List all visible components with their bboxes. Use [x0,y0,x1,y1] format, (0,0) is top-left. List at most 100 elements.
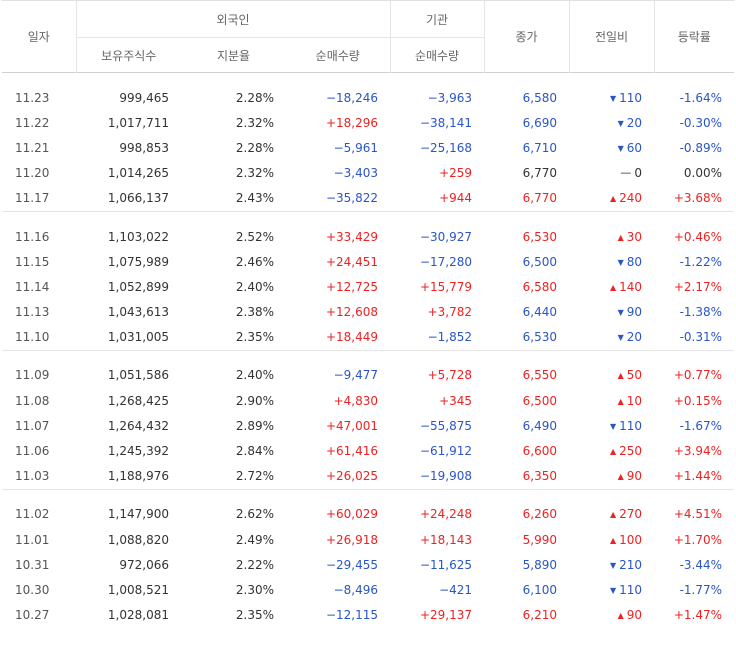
change-value: 30 [626,229,643,244]
foreign-net-cell: −9,477 [333,368,379,383]
down-triangle-icon: ▼ [609,585,617,595]
holdings-cell: 1,052,899 [107,279,169,294]
foreign-net-cell: −29,455 [325,557,379,572]
change-value: 110 [619,582,643,597]
rate-cell: +1.44% [673,469,723,484]
foreign-net-cell: +24,451 [325,254,379,269]
holdings-cell: 1,066,137 [107,191,169,206]
date-cell: 11.22 [15,115,50,130]
date-cell: 11.20 [15,166,50,181]
institution-net-cell: +18,143 [419,532,473,547]
ratio-cell: 2.32% [235,166,274,181]
foreign-net-cell: −12,115 [325,608,379,623]
up-triangle-icon: ▲ [609,447,617,457]
down-triangle-icon: ▼ [617,118,624,128]
change-value: 270 [619,507,643,522]
ratio-cell: 2.84% [235,444,274,459]
change-cell: ▼ 20 [569,110,654,135]
change-value: 90 [626,469,643,484]
close-price-cell: 5,890 [522,557,558,572]
header-net-inst: 순매수량 [389,37,485,73]
date-cell: 11.01 [15,532,50,547]
change-cell: ▲ 50 [569,363,654,388]
close-price-cell: 6,690 [522,115,558,130]
change-cell: ▲ 90 [569,603,654,628]
institution-net-cell: +345 [439,393,473,408]
rate-cell: -1.64% [679,90,723,105]
change-value: 90 [626,305,643,320]
close-price-cell: 6,710 [522,140,558,155]
table-row: 10.27 1,028,081 2.35% −12,115 +29,137 6,210 ▲ 9… [2,603,734,628]
table-row: 10.31 972,066 2.22% −29,455 −11,625 5,890 ▼ 210… [2,552,734,577]
up-triangle-icon: ▲ [609,194,617,204]
rate-cell: +4.51% [673,507,723,522]
foreign-net-cell: +61,416 [325,444,379,459]
group-separator [2,210,735,224]
holdings-cell: 1,008,521 [107,582,169,597]
ratio-cell: 2.49% [235,532,274,547]
ratio-cell: 2.52% [235,229,274,244]
header-ratio: 지분율 [181,37,286,73]
table-row: 11.06 1,245,392 2.84% +61,416 −61,912 6,600 ▲ 2… [2,438,734,463]
holdings-cell: 1,188,976 [107,469,169,484]
holdings-cell: 1,268,425 [107,393,169,408]
institution-net-cell: −19,908 [419,469,473,484]
foreign-net-cell: −18,246 [325,90,379,105]
foreign-net-cell: +60,029 [325,507,379,522]
change-cell: ▲ 270 [569,502,654,527]
change-cell: ▼ 20 [569,325,654,351]
close-price-cell: 6,440 [522,305,558,320]
change-value: 100 [619,532,643,547]
date-cell: 10.27 [15,608,50,623]
close-price-cell: 6,500 [522,254,558,269]
table-row: 11.07 1,264,432 2.89% +47,001 −55,875 6,490 ▼ 1… [2,413,734,438]
close-price-cell: 6,210 [522,608,558,623]
change-cell: ▲ 140 [569,274,654,299]
change-cell: ▲ 30 [569,224,654,249]
rate-cell: -3.44% [679,557,723,572]
foreign-net-cell: +4,830 [333,393,379,408]
change-cell: ▲ 10 [569,388,654,413]
up-triangle-icon: ▲ [609,282,617,292]
date-cell: 11.13 [15,305,50,320]
change-cell: ▲ 240 [569,186,654,212]
date-cell: 11.08 [15,393,50,408]
rate-cell: -1.77% [679,582,723,597]
change-value: 0 [634,166,643,181]
change-value: 110 [619,90,643,105]
table-row: 11.10 1,031,005 2.35% +18,449 −1,852 6,530 ▼ 20… [2,325,734,351]
table-row: 10.30 1,008,521 2.30% −8,496 −421 6,100 ▼ 110 -1… [2,577,734,602]
holdings-cell: 1,014,265 [107,166,169,181]
up-triangle-icon: ▲ [617,371,624,381]
foreign-institution-trading-table: 일자 외국인 기관 종가 전일비 등락률 보유주식수 지분율 순매수량 순매수량… [2,0,735,628]
table-row: 11.21 998,853 2.28% −5,961 −25,168 6,710 ▼ 60 -0… [2,135,734,160]
rate-cell: +1.47% [673,608,723,623]
institution-net-cell: +15,779 [419,279,473,294]
down-triangle-icon: ▼ [617,333,624,343]
date-cell: 11.17 [15,191,50,206]
date-cell: 11.07 [15,418,50,433]
rate-cell: -1.67% [679,418,723,433]
up-triangle-icon: ▲ [617,472,624,482]
rate-cell: +3.68% [673,191,723,206]
change-cell: ▼ 110 [569,413,654,438]
holdings-cell: 1,075,989 [107,254,169,269]
table-row: 11.14 1,052,899 2.40% +12,725 +15,779 6,580 ▲ 1… [2,274,734,299]
ratio-cell: 2.22% [235,557,274,572]
holdings-cell: 1,031,005 [107,330,169,345]
holdings-cell: 998,853 [119,140,169,155]
table-body: 11.23 999,465 2.28% −18,246 −3,963 6,580 ▼ 110-… [2,73,735,628]
close-price-cell: 6,350 [522,469,558,484]
rate-cell: +2.17% [673,279,723,294]
foreign-net-cell: +33,429 [325,229,379,244]
down-triangle-icon: ▼ [609,421,617,431]
institution-net-cell: −55,875 [419,418,473,433]
date-cell: 11.15 [15,254,50,269]
table-row: 11.01 1,088,820 2.49% +26,918 +18,143 5,990 ▲ 1… [2,527,734,552]
date-cell: 11.10 [15,330,50,345]
ratio-cell: 2.40% [235,279,274,294]
down-triangle-icon: ▼ [617,257,624,267]
change-value: 90 [626,608,643,623]
rate-cell: -0.30% [679,115,723,130]
foreign-net-cell: +26,025 [325,469,379,484]
